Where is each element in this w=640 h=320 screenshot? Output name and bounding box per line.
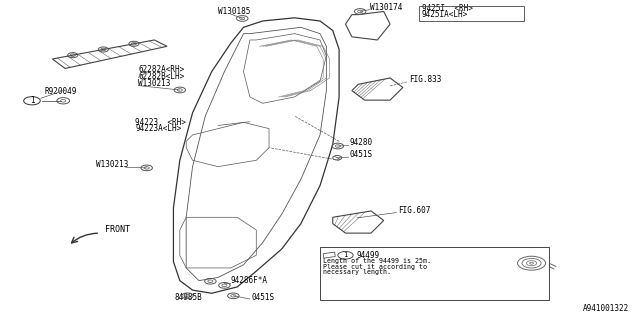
Text: 94499: 94499: [357, 251, 380, 260]
Text: W130174: W130174: [370, 3, 402, 12]
Text: 9425I  <RH>: 9425I <RH>: [422, 4, 473, 13]
Text: 94223A<LH>: 94223A<LH>: [135, 124, 182, 133]
Text: necessary length.: necessary length.: [323, 269, 391, 275]
Text: W130185: W130185: [218, 7, 250, 16]
Text: Please cut it according to: Please cut it according to: [323, 264, 427, 270]
Text: W130213: W130213: [96, 160, 128, 169]
Text: 94223  <RH>: 94223 <RH>: [135, 118, 186, 127]
Text: 1: 1: [29, 96, 35, 105]
Bar: [320, 247, 549, 300]
Text: 0451S: 0451S: [251, 292, 275, 302]
Text: 9425IA<LH>: 9425IA<LH>: [422, 10, 468, 19]
Text: A941001322: A941001322: [583, 304, 629, 313]
Text: 1: 1: [344, 252, 348, 258]
Text: W130213: W130213: [138, 79, 171, 88]
Text: Length of the 94499 is 25m.: Length of the 94499 is 25m.: [323, 258, 431, 264]
Text: 94280: 94280: [350, 139, 373, 148]
Text: FIG.607: FIG.607: [397, 205, 430, 214]
Text: 0451S: 0451S: [350, 150, 373, 159]
Text: 94286F*A: 94286F*A: [231, 276, 268, 285]
Bar: [419, 6, 524, 21]
Text: 84985B: 84985B: [175, 293, 202, 302]
Text: FIG.833: FIG.833: [409, 75, 442, 84]
Text: 62282A<RH>: 62282A<RH>: [138, 65, 185, 74]
Text: R920049: R920049: [45, 87, 77, 96]
Text: 62282B<LH>: 62282B<LH>: [138, 72, 185, 81]
Text: FRONT: FRONT: [104, 225, 130, 234]
